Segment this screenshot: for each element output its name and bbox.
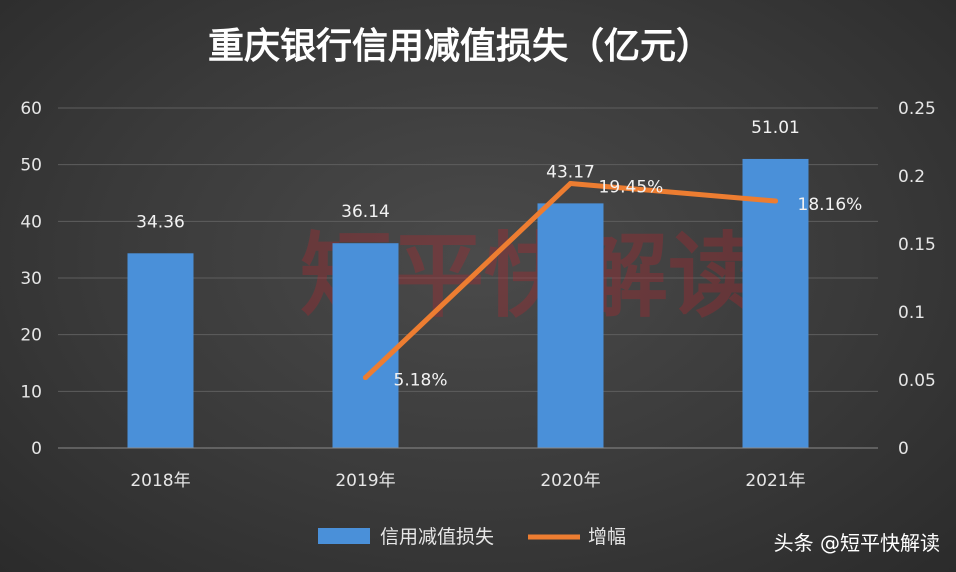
- x-tick-label: 2019年: [335, 471, 395, 491]
- x-tick-label: 2021年: [745, 471, 805, 491]
- x-axis: 2018年 2019年 2020年 2021年: [58, 447, 878, 491]
- y-right-tick-label: 0.05: [898, 371, 936, 391]
- y-left-tick-label: 20: [20, 326, 42, 346]
- line-point: [773, 198, 778, 204]
- line-point: [568, 180, 573, 186]
- legend-label-bar: 信用减值损失: [380, 526, 494, 548]
- legend-label-line: 增幅: [588, 526, 626, 548]
- y-right-tick-label: 0: [898, 439, 909, 459]
- y-left-tick-label: 50: [20, 156, 42, 176]
- x-tick-label: 2020年: [540, 471, 600, 491]
- bar-data-label: 34.36: [136, 212, 185, 232]
- bar-data-label: 43.17: [546, 162, 595, 182]
- y-axis-right: 0 0.05 0.1 0.15 0.2 0.25: [898, 99, 936, 459]
- bar-series: 34.36 36.14 43.17 51.01: [127, 118, 809, 448]
- y-left-tick-label: 60: [20, 99, 42, 119]
- legend-swatch-bar: [318, 528, 370, 544]
- chart-title: 重庆银行信用减值损失（亿元）: [208, 26, 712, 67]
- line-series: 5.18% 19.45% 18.16%: [363, 177, 863, 391]
- y-right-tick-label: 0.2: [898, 167, 925, 187]
- line-data-label: 19.45%: [599, 177, 664, 197]
- y-right-tick-label: 0.1: [898, 303, 925, 323]
- y-axis-left: 0 10 20 30 40 50 60: [20, 99, 42, 459]
- gridlines: [58, 107, 878, 449]
- legend: 信用减值损失 增幅: [318, 526, 626, 548]
- line-data-label: 5.18%: [394, 371, 448, 391]
- y-right-tick-label: 0.15: [898, 235, 936, 255]
- y-left-tick-label: 40: [20, 212, 42, 232]
- source-credit: 头条 @短平快解读: [774, 531, 940, 555]
- bar: [537, 203, 604, 448]
- x-tick-label: 2018年: [130, 471, 190, 491]
- y-left-tick-label: 0: [31, 439, 42, 459]
- line-point: [363, 375, 368, 381]
- bar-data-label: 36.14: [341, 202, 390, 222]
- bar: [742, 158, 809, 448]
- y-left-tick-label: 30: [20, 269, 42, 289]
- line-data-label: 18.16%: [798, 195, 863, 215]
- bar-data-label: 51.01: [751, 118, 800, 138]
- bar: [332, 243, 399, 448]
- bar: [127, 253, 194, 448]
- y-left-tick-label: 10: [20, 382, 42, 402]
- y-right-tick-label: 0.25: [898, 99, 936, 119]
